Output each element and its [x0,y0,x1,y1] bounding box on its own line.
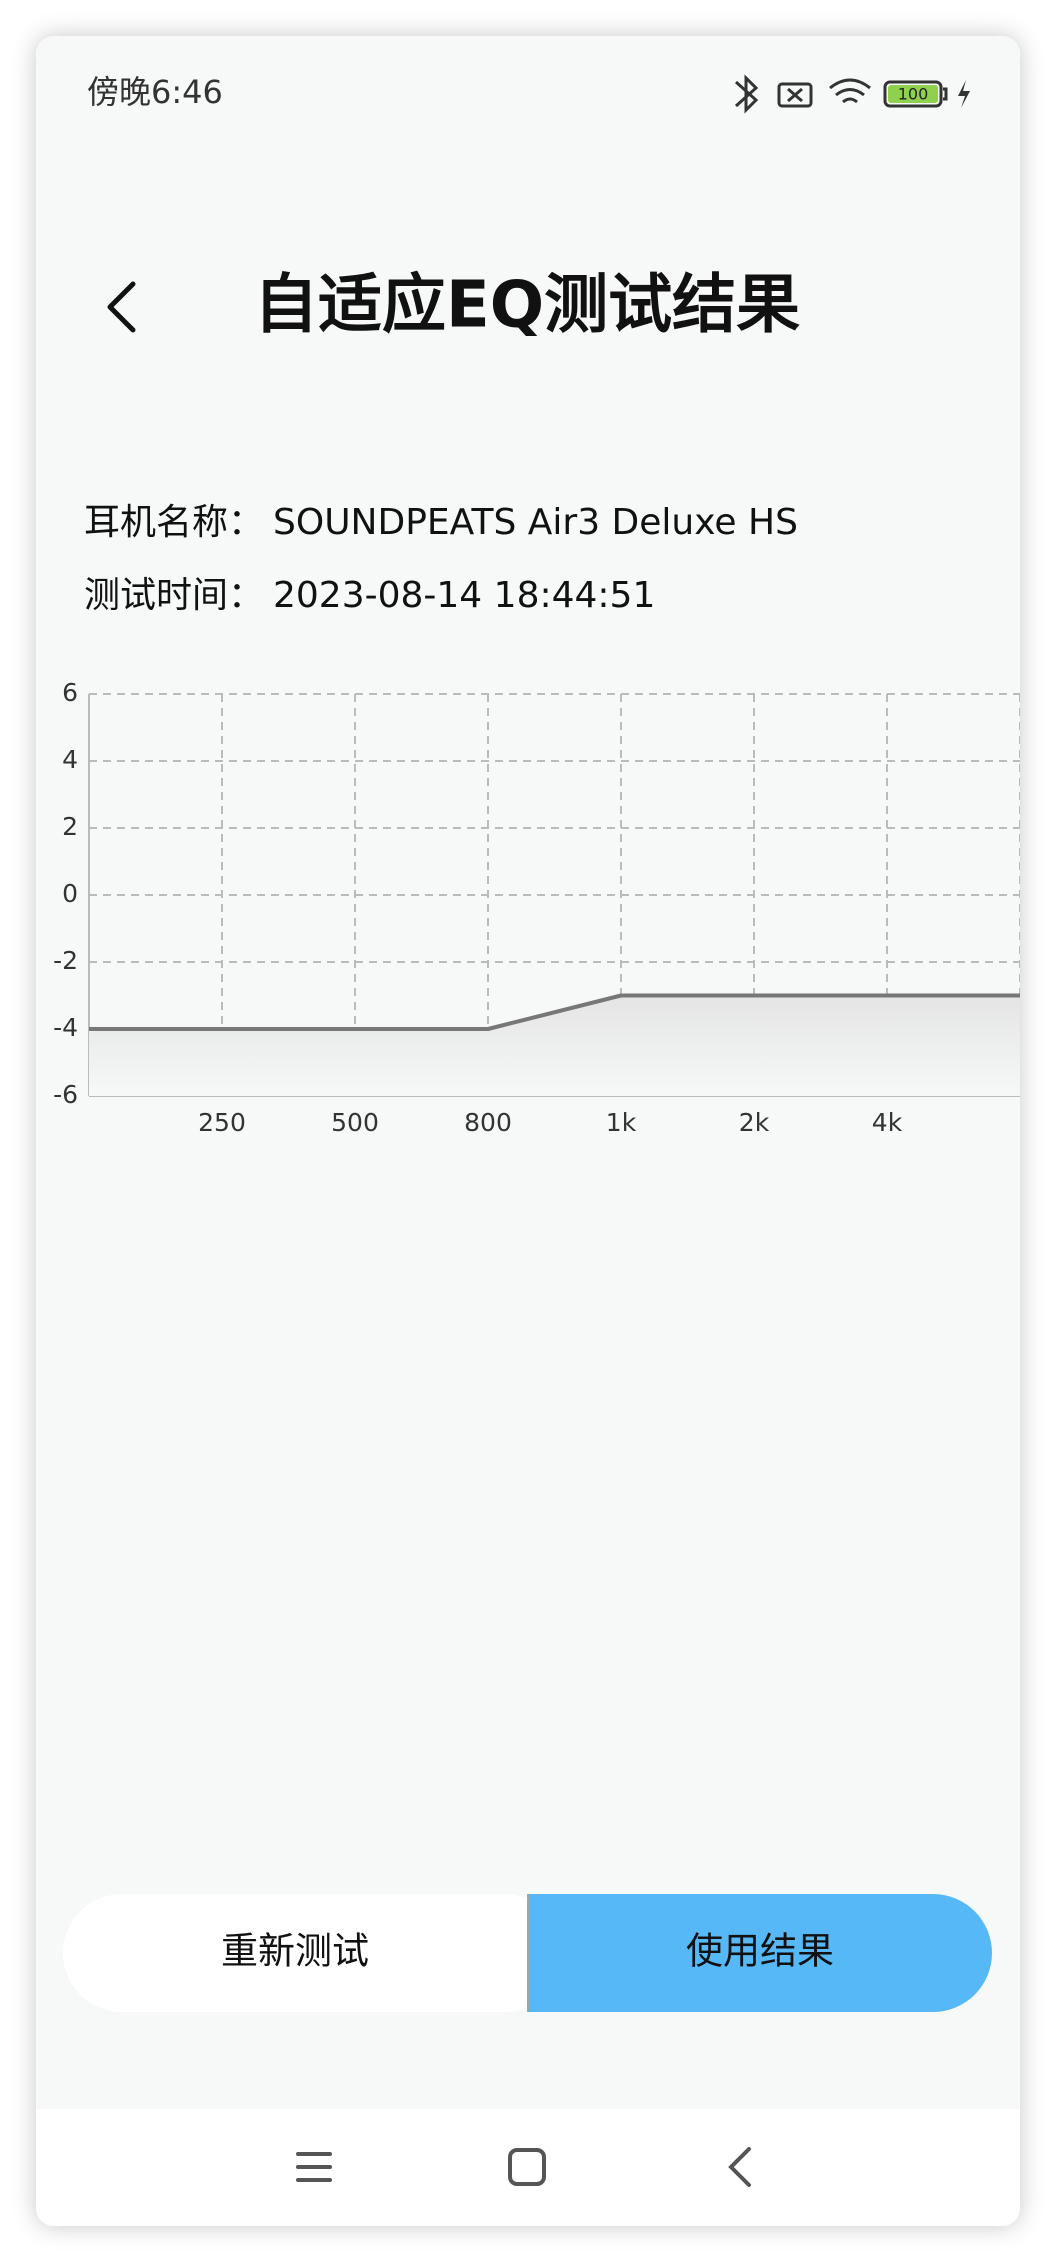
x-tick-label: 500 [331,1108,379,1137]
battery-level: 100 [898,85,929,104]
chart: -6 -4 -2 0 2 4 6 250 500 800 1k 2k 4k [53,678,1020,1137]
use-result-button[interactable] [528,1894,992,2012]
y-tick-label: -4 [53,1013,78,1042]
y-tick-label: 2 [62,812,78,841]
retest-label: 重新测试 [221,1930,369,1973]
x-tick-label: 4k [872,1108,903,1137]
page-title: 自适应EQ测试结果 [254,269,800,343]
x-tick-label: 1k [606,1108,637,1137]
y-tick-label: 6 [62,678,78,707]
retest-button[interactable] [63,1894,563,2012]
y-tick-label: -2 [53,946,78,975]
eq-line [89,993,1020,1031]
status-icons [734,74,970,114]
info-value: 2023-08-14 18:44:51 [273,575,655,616]
status-time: 傍晚6:46 [87,73,223,111]
battery-fill [888,85,938,103]
phone-frame [36,36,1020,2226]
use-result-label: 使用结果 [686,1930,834,1973]
x-tick-label: 2k [739,1108,770,1137]
info-value: SOUNDPEATS Air3 Deluxe HS [273,502,798,543]
info-label: 测试时间： [84,575,264,616]
area-fill [89,995,1020,1096]
x-tick-label: 250 [198,1108,246,1137]
info-label: 耳机名称： [84,502,264,543]
x-tick-label: 800 [464,1108,512,1137]
y-tick-label: -6 [53,1080,78,1109]
y-tick-label: 4 [62,745,78,774]
nav-bar [36,2109,1020,2226]
back-button[interactable] [107,281,136,333]
nav-icons [296,2147,751,2187]
y-tick-label: 0 [62,879,78,908]
